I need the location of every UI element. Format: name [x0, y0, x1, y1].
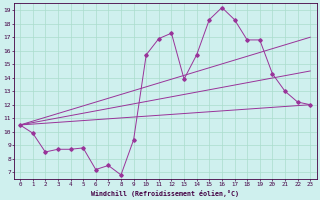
X-axis label: Windchill (Refroidissement éolien,°C): Windchill (Refroidissement éolien,°C) [91, 190, 239, 197]
